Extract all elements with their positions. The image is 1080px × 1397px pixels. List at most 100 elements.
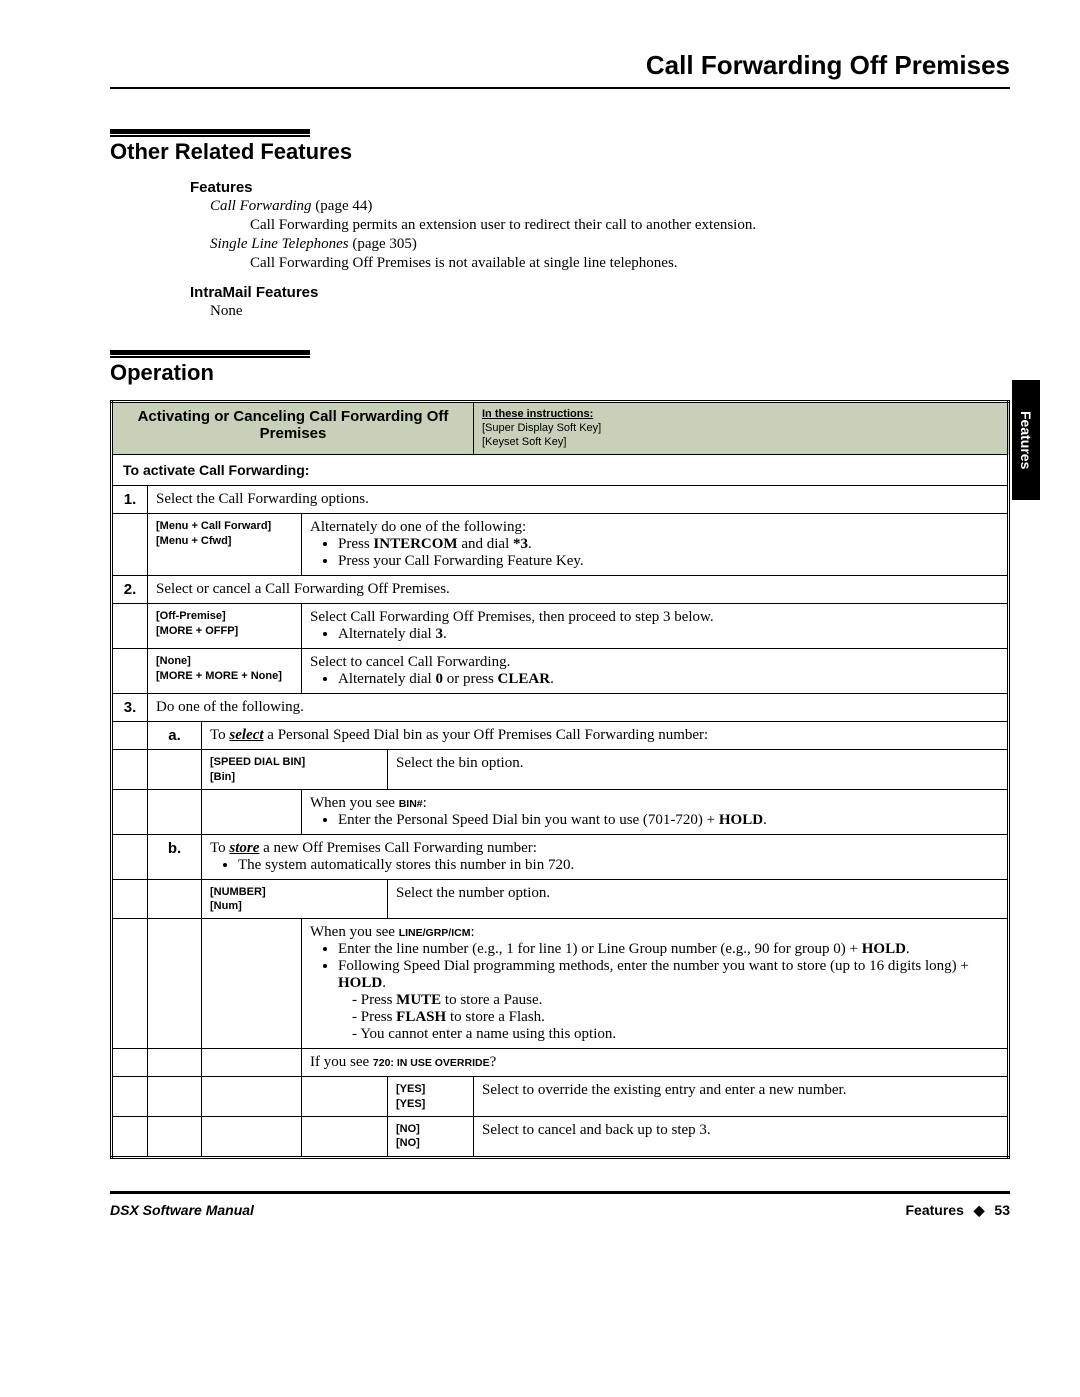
bullet: Following Speed Dial programming methods…: [338, 958, 999, 992]
text: Select Call Forwarding Off Premises, the…: [310, 609, 714, 625]
cell-empty: [112, 514, 148, 576]
sub-letter: a.: [148, 722, 202, 750]
cell-empty: [148, 1077, 202, 1117]
table-row: [NUMBER] [Num] Select the number option.: [112, 879, 1009, 919]
t: 0: [435, 671, 443, 687]
t: To: [210, 727, 229, 743]
softkey: [Menu + Call Forward]: [156, 520, 271, 532]
side-tab-features: Features: [1012, 380, 1040, 500]
t: store: [229, 840, 259, 856]
t: *3: [513, 536, 528, 552]
footer-section: Features: [906, 1202, 964, 1218]
cell-empty: [112, 879, 148, 919]
cell-empty: [202, 1117, 302, 1158]
t: to store a Flash.: [446, 1009, 545, 1025]
ref-call-forwarding: Call Forwarding (page 44): [210, 198, 1010, 215]
t: Alternately dial: [338, 671, 435, 687]
footer: DSX Software Manual Features ◆ 53: [110, 1202, 1010, 1219]
instr-l1: [Super Display Soft Key]: [482, 422, 601, 434]
t: Enter the Personal Speed Dial bin you wa…: [338, 812, 719, 828]
softkey: [Bin]: [210, 771, 235, 783]
footer-rule: [110, 1191, 1010, 1194]
footer-page: Features ◆ 53: [906, 1202, 1011, 1219]
t: BIN#: [399, 798, 423, 810]
sub-letter: b.: [148, 834, 202, 879]
step-detail: When you see LINE/GRP/ICM: Enter the lin…: [302, 919, 1009, 1049]
softkey-cell: [NO] [NO]: [388, 1117, 474, 1158]
softkey: [NUMBER]: [210, 886, 266, 898]
softkey: [MORE + MORE + None]: [156, 670, 282, 682]
dash: - Press MUTE to store a Pause.: [352, 992, 999, 1009]
t: select: [229, 727, 263, 743]
table-instr: In these instructions: [Super Display So…: [474, 402, 1009, 455]
ref-slt: Single Line Telephones (page 305): [210, 236, 1010, 253]
bullet: Press your Call Forwarding Feature Key.: [338, 553, 999, 570]
softkey: [Off-Premise]: [156, 610, 226, 622]
table-row: When you see BIN#: Enter the Personal Sp…: [112, 789, 1009, 834]
step-text: Select or cancel a Call Forwarding Off P…: [148, 576, 1009, 604]
table-title: Activating or Canceling Call Forwarding …: [112, 402, 474, 455]
cell-empty: [112, 649, 148, 694]
softkey: [YES]: [396, 1098, 425, 1110]
t: .: [382, 975, 386, 991]
t: .: [443, 626, 447, 642]
table-row: [Menu + Call Forward] [Menu + Cfwd] Alte…: [112, 514, 1009, 576]
t: Alternately dial: [338, 626, 435, 642]
cell-empty: [112, 1049, 148, 1077]
table-row: [SPEED DIAL BIN] [Bin] Select the bin op…: [112, 750, 1009, 790]
t: INTERCOM: [373, 536, 457, 552]
step-detail: To store a new Off Premises Call Forward…: [202, 834, 1009, 879]
t: ?: [490, 1054, 497, 1070]
title-rule: [110, 87, 1010, 89]
softkey: [None]: [156, 655, 191, 667]
table-row: 1. Select the Call Forwarding options.: [112, 486, 1009, 514]
step-detail: Alternately do one of the following: Pre…: [302, 514, 1009, 576]
cell-empty: [302, 1077, 388, 1117]
step-detail: Select the bin option.: [388, 750, 1009, 790]
cell-empty: [148, 879, 202, 919]
t: LINE/GRP/ICM: [399, 927, 471, 939]
t: - Press: [352, 1009, 396, 1025]
section-bar: [110, 350, 310, 358]
cell-empty: [148, 1117, 202, 1158]
bullet: Alternately dial 3.: [338, 626, 999, 643]
table-row: [YES] [YES] Select to override the exist…: [112, 1077, 1009, 1117]
step-detail: Select Call Forwarding Off Premises, the…: [302, 604, 1009, 649]
cell-empty: [148, 919, 202, 1049]
softkey: [MORE + OFFP]: [156, 625, 238, 637]
softkey-cell: [None] [MORE + MORE + None]: [148, 649, 302, 694]
text: Select to cancel Call Forwarding.: [310, 654, 510, 670]
cell-empty: [202, 919, 302, 1049]
softkey-cell: [YES] [YES]: [388, 1077, 474, 1117]
table-header-row: Activating or Canceling Call Forwarding …: [112, 402, 1009, 455]
ref-slt-desc: Call Forwarding Off Premises is not avai…: [250, 255, 1010, 272]
ref-page: (page 305): [352, 236, 417, 252]
cell-empty: [148, 789, 202, 834]
cell-empty: [302, 1117, 388, 1158]
diamond-icon: ◆: [974, 1202, 985, 1218]
cell-empty: [112, 604, 148, 649]
operation-table: Activating or Canceling Call Forwarding …: [110, 400, 1010, 1159]
ref-page: (page 44): [315, 198, 372, 214]
step-detail: Select to override the existing entry an…: [474, 1077, 1009, 1117]
cell-empty: [112, 834, 148, 879]
cell-empty: [112, 1117, 148, 1158]
t: 3: [435, 626, 443, 642]
footer-pagenum: 53: [994, 1202, 1010, 1218]
softkey: [SPEED DIAL BIN]: [210, 756, 305, 768]
intramail-none: None: [210, 303, 1010, 320]
t: .: [906, 941, 910, 957]
t: Press: [338, 536, 373, 552]
cell-empty: [148, 1049, 202, 1077]
table-row: [NO] [NO] Select to cancel and back up t…: [112, 1117, 1009, 1158]
section-related-title: Other Related Features: [110, 139, 1010, 165]
table-row: If you see 720: IN USE OVERRIDE?: [112, 1049, 1009, 1077]
t: When you see: [310, 924, 399, 940]
t: to store a Pause.: [441, 992, 542, 1008]
step-detail: Select to cancel and back up to step 3.: [474, 1117, 1009, 1158]
t: and dial: [458, 536, 513, 552]
t: CLEAR: [498, 671, 551, 687]
table-row: [None] [MORE + MORE + None] Select to ca…: [112, 649, 1009, 694]
ref-name: Call Forwarding: [210, 198, 312, 214]
t: Following Speed Dial programming methods…: [338, 958, 969, 974]
